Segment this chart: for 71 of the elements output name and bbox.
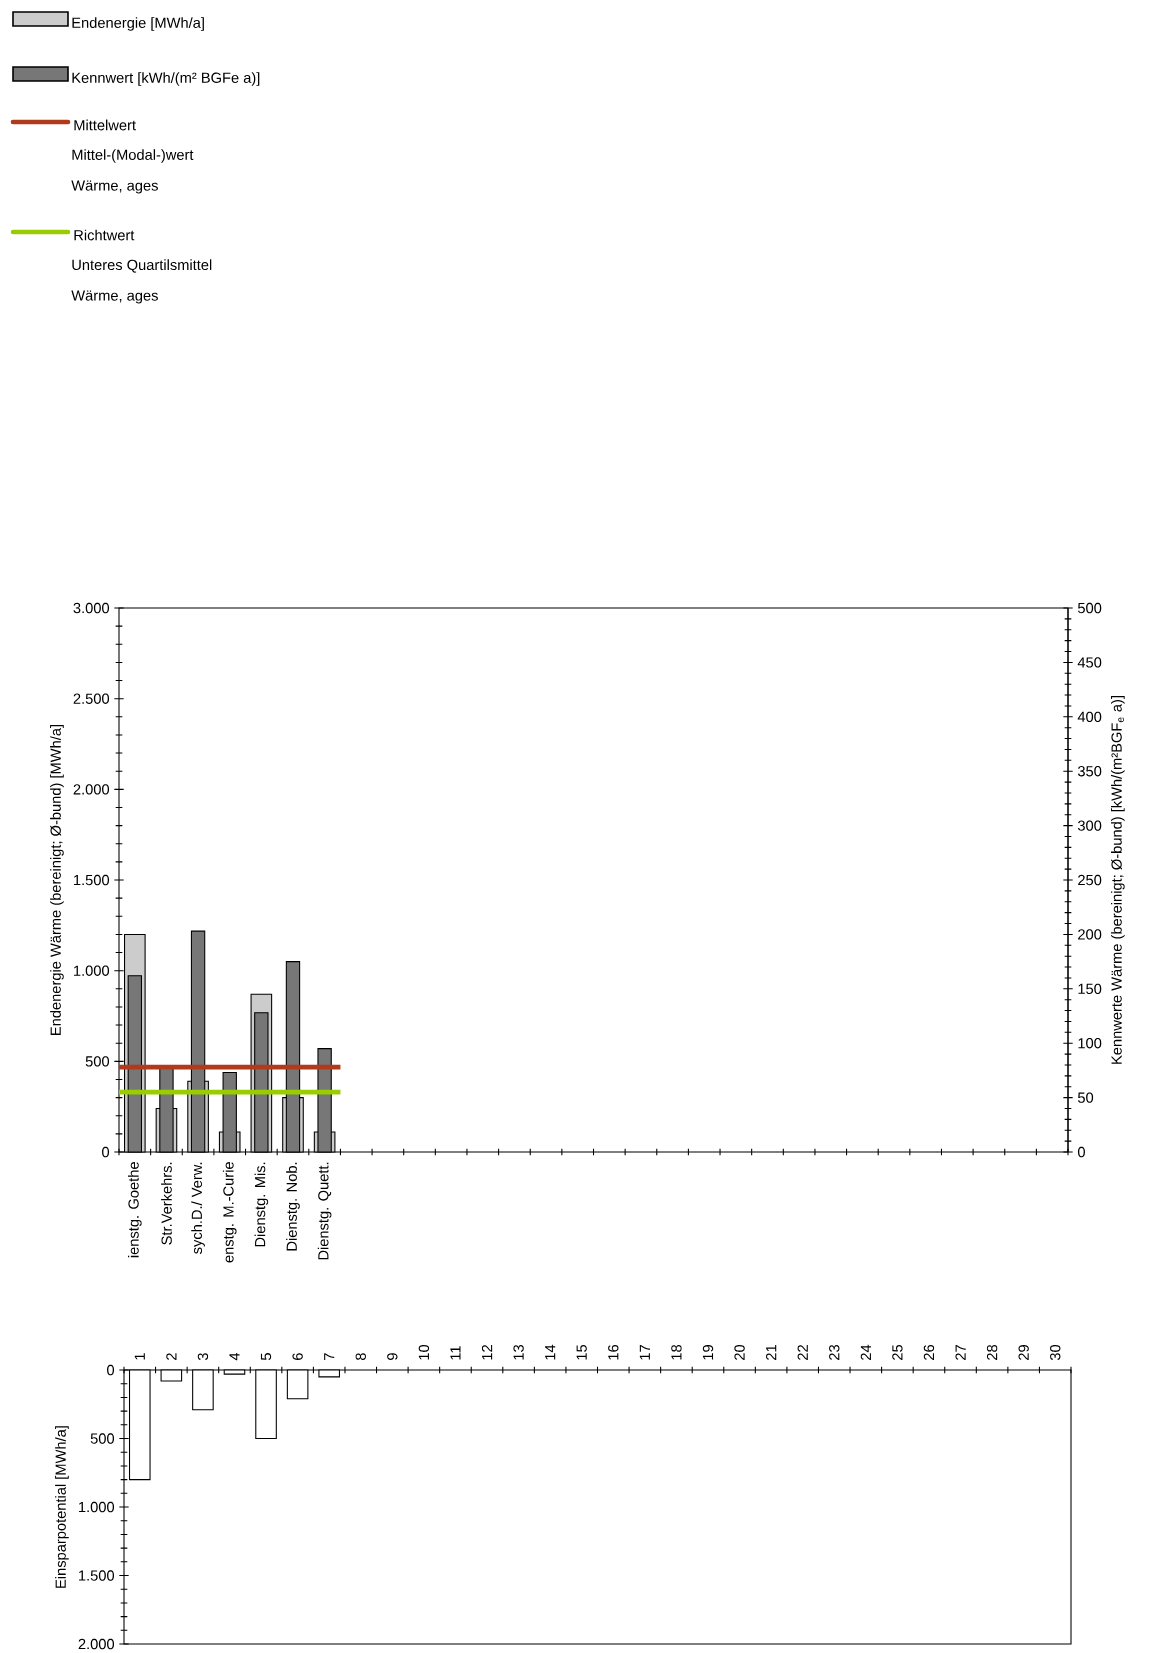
- x-tick-label: 20: [734, 1344, 745, 1360]
- y2-tick-label: 50: [1077, 1092, 1094, 1103]
- x-tick-label: 4: [229, 1352, 240, 1361]
- x-tick-label: 13: [513, 1344, 524, 1360]
- y-tick-label: 2.000: [78, 1638, 115, 1650]
- x-tick-label: 22: [797, 1345, 808, 1360]
- x-tick-label: 21: [766, 1345, 777, 1360]
- text: Wärme, ages: [71, 180, 158, 194]
- text: Unteres Quartilsmittel: [72, 259, 212, 273]
- legend-label: Endenergie [MWh/a]: [72, 17, 204, 31]
- x-tick-label: 10: [418, 1344, 430, 1360]
- x-tick-label: 17: [639, 1345, 650, 1360]
- x-tick-label: 5: [260, 1353, 272, 1361]
- y-tick-label: 0: [102, 1146, 110, 1158]
- y-tick-label: 1.000: [79, 1501, 115, 1513]
- legend-label: Mittelwert: [74, 119, 136, 131]
- legend-label: Kennwert [kWh/(m² BGFe a)]: [72, 72, 260, 86]
- x-tick-label: ienstg. Goethe: [127, 1162, 142, 1258]
- x-tick-label: 25: [892, 1344, 903, 1360]
- x-tick-label: 6: [292, 1353, 303, 1360]
- x-tick-label: 7: [324, 1353, 335, 1360]
- x-tick-label: 2: [166, 1353, 177, 1360]
- y2-tick-label: 350: [1077, 766, 1102, 777]
- y2-tick-label: 400: [1077, 711, 1102, 723]
- x-tick-label: 29: [1018, 1345, 1029, 1360]
- y-tick-label: 3.000: [73, 602, 110, 614]
- y-tick-label: 1.500: [74, 874, 110, 886]
- y-tick-label: 500: [90, 1433, 115, 1444]
- x-tick-label: Dienstg. Nob.: [286, 1162, 300, 1251]
- y2-tick-label: 450: [1077, 657, 1102, 668]
- x-tick-label: 14: [545, 1344, 556, 1360]
- x-tick-label: 27: [955, 1345, 966, 1360]
- x-tick-label: 3: [197, 1353, 209, 1361]
- x-tick-label: enstg. M.-Curie: [222, 1162, 237, 1263]
- y2-tick-label: 300: [1077, 820, 1102, 831]
- y-tick-label: 500: [85, 1056, 110, 1067]
- y-tick-label: 2.000: [73, 784, 110, 795]
- y2-tick-label: 500: [1077, 602, 1102, 614]
- x-tick-label: 12: [481, 1345, 493, 1360]
- text: Wärme, ages: [71, 290, 158, 304]
- x-tick-label: 19: [702, 1345, 714, 1360]
- x-tick-label: sych.D./ Verw.: [191, 1162, 205, 1254]
- y2-tick-label: 0: [1077, 1146, 1085, 1158]
- y2-tick-label: 250: [1078, 874, 1102, 886]
- y-tick-label: 1.500: [79, 1570, 115, 1581]
- x-tick-label: 15: [576, 1344, 587, 1360]
- text: Mittel-(Modal-)wert: [72, 149, 194, 163]
- x-tick-label: 11: [450, 1346, 461, 1360]
- y-tick-label: 1.000: [74, 965, 110, 976]
- y-axis-title: Einsparpotential [MWh/a]: [55, 1426, 69, 1588]
- x-tick-label: 26: [923, 1344, 935, 1360]
- y-tick-label: 2.500: [73, 693, 110, 704]
- y2-tick-label: 200: [1078, 929, 1102, 940]
- x-tick-label: 18: [671, 1344, 682, 1360]
- x-tick-label: 16: [608, 1344, 619, 1360]
- x-tick-label: 8: [355, 1353, 366, 1361]
- y-axis-title: Endenergie Wärme (bereinigt; Ø-bund) [MWh/a]: [50, 725, 64, 1035]
- x-tick-label: 30: [1050, 1344, 1061, 1361]
- x-tick-label: Str.Verkehrs.: [161, 1162, 172, 1245]
- x-tick-label: 1: [134, 1353, 145, 1360]
- y2-axis-title: Kennwerte Wärme (bereinigt; Ø-bund) [kWh/(m²BGF$_{e}$ a)]: [1111, 696, 1125, 1064]
- y2-tick-label: 100: [1078, 1038, 1102, 1049]
- x-tick-label: 24: [860, 1344, 871, 1360]
- x-tick-label: 28: [986, 1344, 998, 1360]
- legend-label: Richtwert: [74, 229, 135, 241]
- x-tick-label: 9: [387, 1353, 398, 1360]
- y-tick-label: 0: [107, 1364, 115, 1376]
- y2-tick-label: 150: [1078, 983, 1102, 995]
- x-tick-label: Dienstg. Mis.: [254, 1162, 269, 1247]
- x-tick-label: Dienstg. Quett.: [317, 1162, 332, 1260]
- x-tick-label: 23: [829, 1344, 840, 1360]
